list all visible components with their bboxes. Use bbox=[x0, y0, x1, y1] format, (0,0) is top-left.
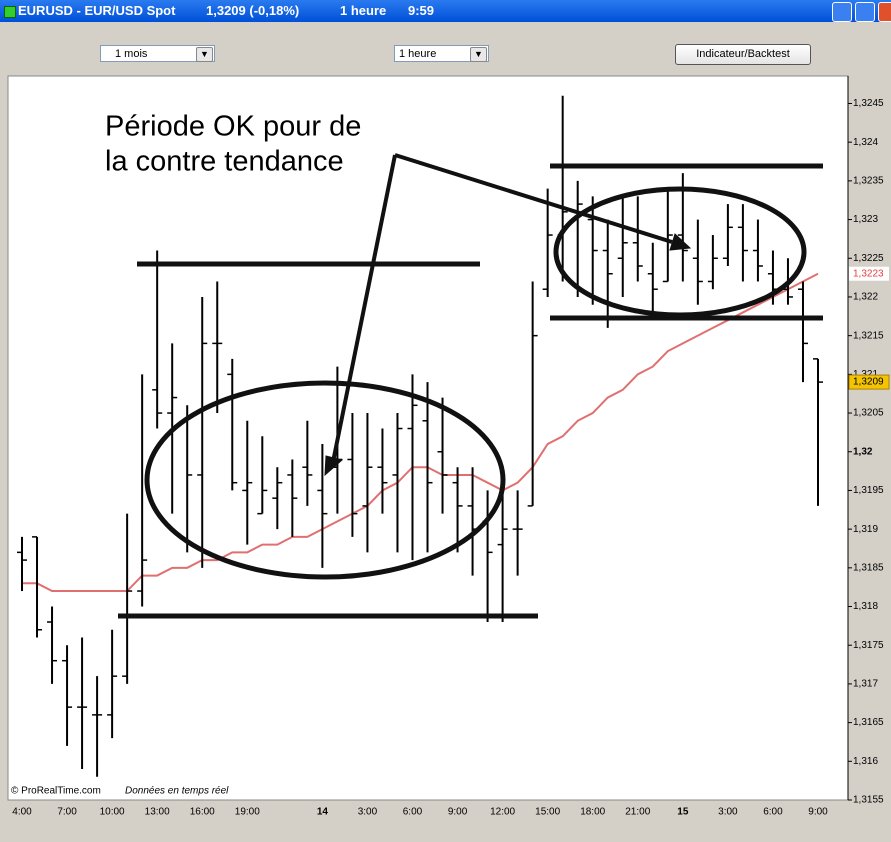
price: 1,3209 (-0,18%) bbox=[206, 3, 300, 18]
x-tick-label: 18:00 bbox=[580, 807, 605, 818]
y-tick-label: 1,318 bbox=[853, 601, 878, 612]
y-tick-label: 1,3165 bbox=[853, 717, 884, 728]
y-tick-label: 1,324 bbox=[853, 137, 878, 148]
x-tick-label: 4:00 bbox=[12, 807, 32, 818]
y-tick-label: 1,3235 bbox=[853, 176, 884, 187]
x-tick-label: 7:00 bbox=[57, 807, 77, 818]
x-tick-label: 6:00 bbox=[763, 807, 783, 818]
chart: Période OK pour de la contre tendance © … bbox=[7, 75, 890, 818]
arrow-head bbox=[324, 455, 344, 477]
minimize-button[interactable] bbox=[832, 2, 852, 22]
last_price-label: 1,3209 bbox=[853, 377, 884, 388]
y-tick-label: 1,321 bbox=[853, 369, 878, 380]
x-tick-label: 3:00 bbox=[358, 807, 378, 818]
y-tick-label: 1,3185 bbox=[853, 562, 884, 573]
copyright: © ProRealTime.com bbox=[11, 786, 101, 797]
x-tick-label: 9:00 bbox=[808, 807, 828, 818]
x-tick-label: 14 bbox=[317, 807, 329, 818]
y-tick-label: 1,322 bbox=[853, 292, 878, 303]
symbol: EURUSD - EUR/USD Spot bbox=[18, 3, 176, 18]
x-tick-label: 13:00 bbox=[145, 807, 170, 818]
dropdown-arrow: ▼ bbox=[196, 47, 213, 62]
y-tick-label: 1,323 bbox=[853, 214, 878, 225]
last_price-box bbox=[848, 374, 890, 390]
title-bar: EURUSD - EUR/USD Spot 1,3209 (-0,18%) 1 … bbox=[0, 0, 891, 22]
x-tick-label: 10:00 bbox=[100, 807, 125, 818]
interval-value: 1 heure bbox=[399, 48, 437, 60]
y-tick-label: 1,316 bbox=[853, 756, 878, 767]
x-tick-label: 16:00 bbox=[190, 807, 215, 818]
arrow bbox=[331, 154, 397, 463]
x-tick-label: 12:00 bbox=[490, 807, 515, 818]
highlight-ellipse bbox=[144, 380, 506, 580]
y-tick-label: 1,319 bbox=[853, 524, 878, 535]
y-tick-label: 1,3195 bbox=[853, 485, 884, 496]
interval-select[interactable]: 1 heure ▼ bbox=[394, 45, 489, 62]
close-button[interactable] bbox=[878, 2, 891, 22]
x-tick-label: 15:00 bbox=[535, 807, 560, 818]
annotation-text: Période OK pour de bbox=[105, 111, 361, 143]
y-tick-label: 1,3155 bbox=[853, 795, 884, 806]
time: 9:59 bbox=[408, 3, 435, 18]
data-note: Données en temps réel bbox=[125, 786, 229, 797]
period-value: 1 mois bbox=[115, 48, 148, 60]
maximize-button[interactable] bbox=[855, 2, 875, 22]
y-tick-label: 1,3175 bbox=[853, 640, 884, 651]
moving-average bbox=[22, 272, 819, 593]
ma_last-label: 1,3223 bbox=[853, 268, 884, 279]
arrow-head bbox=[669, 233, 692, 251]
dropdown-arrow: ▼ bbox=[470, 47, 487, 62]
interval: 1 heure bbox=[340, 3, 387, 18]
annotation-text: la contre tendance bbox=[105, 146, 344, 178]
y-tick-label: 1,32 bbox=[853, 446, 873, 457]
ma_last-box bbox=[849, 266, 889, 281]
x-tick-label: 3:00 bbox=[718, 807, 738, 818]
y-tick-label: 1,317 bbox=[853, 679, 878, 690]
highlight-ellipse bbox=[553, 186, 807, 318]
y-tick-label: 1,3225 bbox=[853, 253, 884, 264]
y-tick-label: 1,3205 bbox=[853, 408, 884, 419]
toolbar: 1 mois ▼ 1 heure ▼ Indicateur/Backtest bbox=[0, 22, 891, 70]
indicator-button[interactable]: Indicateur/Backtest bbox=[675, 44, 811, 65]
y-tick-label: 1,3245 bbox=[853, 98, 884, 109]
period-select[interactable]: 1 mois ▼ bbox=[100, 45, 215, 62]
app-icon bbox=[4, 6, 16, 18]
x-tick-label: 9:00 bbox=[448, 807, 468, 818]
drawings bbox=[118, 153, 823, 619]
y-tick-label: 1,3215 bbox=[853, 330, 884, 341]
x-tick-label: 15 bbox=[677, 807, 689, 818]
x-tick-label: 21:00 bbox=[625, 807, 650, 818]
x-tick-label: 6:00 bbox=[403, 807, 423, 818]
arrow bbox=[394, 153, 673, 244]
x-tick-label: 19:00 bbox=[235, 807, 260, 818]
